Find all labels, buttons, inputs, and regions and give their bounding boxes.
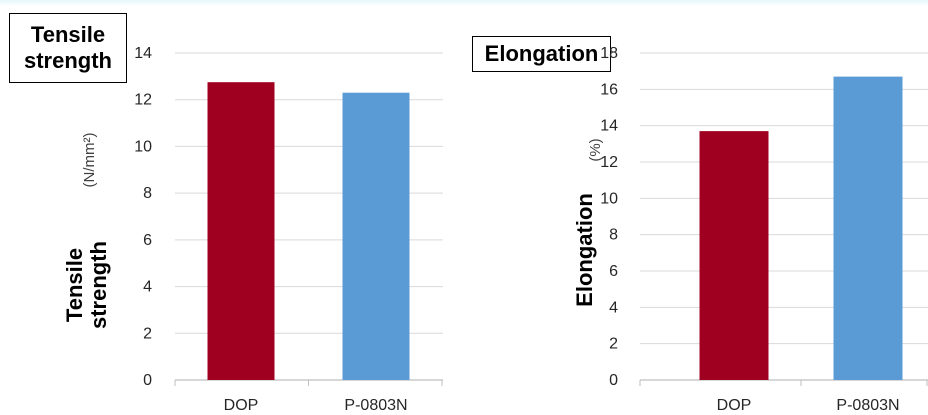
y-tick-label: 0 [143,372,152,389]
chart-1: 0 2 4 6 8 10 12 14 16 18 DOP P-0803N Elongation (%) [572,45,928,414]
y-tick-label: 0 [609,372,618,389]
y-tick-label: 14 [600,118,618,135]
chart-title-tensile: Tensile strength [9,13,127,83]
y-axis-unit: (%) [587,138,604,161]
y-tick-label: 14 [134,45,152,62]
y-tick-label: 8 [143,185,152,202]
bar-p-0803n [342,92,410,380]
y-tick-label: 12 [600,154,618,171]
chart-0: 0 2 4 6 8 10 12 14 DOP P-0803N Tensile strength (N/m… [62,45,443,414]
y-tick-label: 6 [143,232,152,249]
chart-title-tensile-word-0: Tensile [30,22,106,47]
bar-dop [207,82,275,381]
x-tick-label: P-0803N [836,397,899,414]
y-axis-label: Elongation [572,193,597,307]
chart-title-tensile-word-1: strength [24,48,112,73]
y-tick-label: 16 [600,81,618,98]
y-tick-label: 6 [609,263,618,280]
bar-p-0803n [833,76,903,380]
y-tick-label: 10 [134,138,152,155]
x-tick-label: P-0803N [344,397,407,414]
x-tick-label: DOP [224,397,259,414]
y-axis-label: strength [86,241,111,329]
y-tick-label: 12 [134,92,152,109]
y-tick-label: 4 [143,279,152,296]
top-strip [0,0,928,6]
y-tick-label: 4 [609,299,618,316]
chart-title-tensile-text: Tensile strength [24,22,112,74]
chart-title-elongation: Elongation [472,36,611,72]
y-tick-label: 2 [609,336,618,353]
y-tick-label: 10 [600,190,618,207]
y-tick-label: 2 [143,325,152,342]
y-tick-label: 8 [609,227,618,244]
x-tick-label: DOP [717,397,752,414]
y-axis-label: Tensile [62,248,87,322]
bar-dop [699,131,769,380]
y-axis-unit: (N/mm²) [81,133,98,188]
y-tick-label: 18 [600,45,618,62]
chart-title-elongation-text: Elongation [484,41,599,66]
